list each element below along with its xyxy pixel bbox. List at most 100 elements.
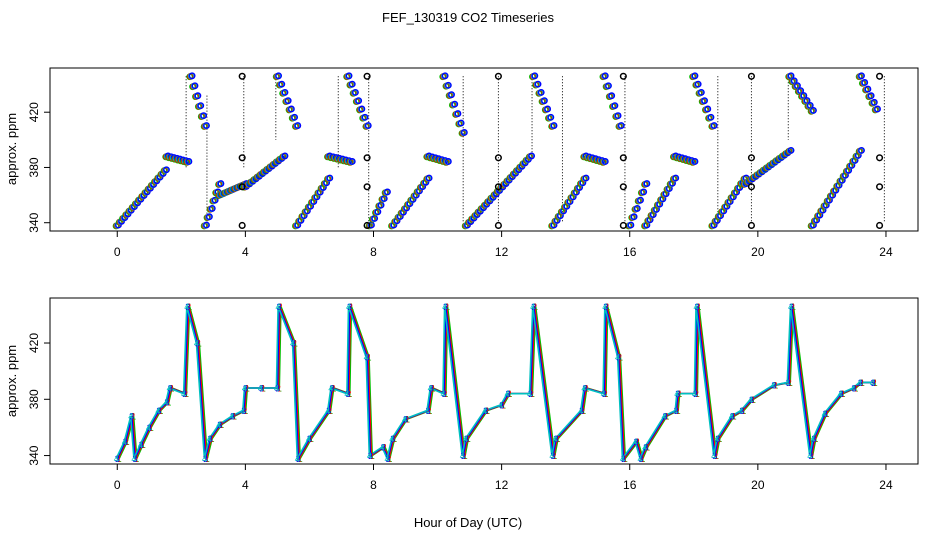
top-data-point bbox=[208, 205, 216, 212]
bottom-series-marker: 3 bbox=[347, 302, 352, 312]
bottom-series-marker: 1 bbox=[347, 389, 352, 399]
top-data-point bbox=[291, 113, 299, 121]
bottom-series-marker: 3 bbox=[554, 434, 559, 444]
bottom-series-marker: 3 bbox=[603, 302, 608, 312]
bottom-series-marker: 1 bbox=[367, 353, 372, 363]
bottom-series-marker: 4 bbox=[344, 389, 349, 399]
bottom-series-marker: 4 bbox=[527, 389, 532, 399]
bottom-series-marker: 4 bbox=[633, 437, 638, 447]
top-mark-layer bbox=[112, 72, 885, 230]
bottom-series-marker: 4 bbox=[242, 384, 247, 394]
bottom-series-marker: 2 bbox=[551, 451, 556, 461]
bottom-series-marker: 4 bbox=[424, 406, 429, 416]
bottom-series-marker: 2 bbox=[675, 406, 680, 416]
bottom-series-marker: 2 bbox=[772, 381, 777, 391]
bottom-series-marker: 3 bbox=[771, 381, 776, 391]
bottom-series-marker: 3 bbox=[441, 389, 446, 399]
bottom-series-marker: 3 bbox=[789, 302, 794, 312]
bottom-series-marker: 3 bbox=[808, 451, 813, 461]
bottom-series-marker: 3 bbox=[621, 454, 626, 464]
bottom-series-marker: 1 bbox=[636, 437, 641, 447]
bottom-series-marker: 3 bbox=[329, 384, 334, 394]
bottom-series-marker: 3 bbox=[296, 454, 301, 464]
bottom-series-marker: 2 bbox=[297, 454, 302, 464]
bottom-series-marker: 2 bbox=[529, 389, 534, 399]
bottom-series-marker: 3 bbox=[811, 434, 816, 444]
bottom-series-marker: 2 bbox=[713, 451, 718, 461]
bottom-series-marker: 1 bbox=[261, 384, 266, 394]
bottom-series-marker: 2 bbox=[209, 434, 214, 444]
bottom-series-marker: 2 bbox=[695, 302, 700, 312]
bottom-series-marker: 3 bbox=[858, 378, 863, 388]
top-data-point bbox=[691, 72, 699, 80]
top-data-point bbox=[627, 221, 635, 229]
bottom-series-marker: 2 bbox=[622, 454, 627, 464]
bottom-series-marker: 4 bbox=[673, 406, 678, 416]
bottom-series-marker: 2 bbox=[346, 389, 351, 399]
bottom-series-marker: 2 bbox=[824, 409, 829, 419]
bottom-series-marker: 2 bbox=[404, 414, 409, 424]
bottom-series-marker: 1 bbox=[243, 406, 248, 416]
bottom-series-marker: 1 bbox=[507, 389, 512, 399]
bottom-series-marker: 3 bbox=[506, 389, 511, 399]
bottom-series-marker: 1 bbox=[405, 414, 410, 424]
bottom-series-marker: 3 bbox=[730, 412, 735, 422]
bottom-series-marker: 1 bbox=[131, 412, 136, 422]
top-data-point bbox=[352, 88, 359, 96]
bottom-series-marker: 4 bbox=[460, 451, 465, 461]
bottom-series-marker: 2 bbox=[140, 440, 145, 450]
bottom-series-marker: 3 bbox=[115, 454, 120, 464]
bottom-series-marker: 4 bbox=[674, 389, 679, 399]
bottom-series-marker: 4 bbox=[738, 406, 743, 416]
bottom-series-marker: 2 bbox=[500, 400, 505, 410]
bottom-series-marker: 1 bbox=[445, 302, 450, 312]
bottom-series-marker: 4 bbox=[442, 302, 447, 312]
bottom-series-marker: 3 bbox=[277, 302, 282, 312]
top-data-point bbox=[203, 122, 210, 129]
bottom-series-marker: 1 bbox=[392, 434, 397, 444]
top-data-point bbox=[633, 205, 641, 212]
top-data-point bbox=[358, 105, 366, 113]
bottom-series-marker: 4 bbox=[276, 302, 281, 312]
bottom-series-marker: 2 bbox=[442, 389, 447, 399]
top-data-point bbox=[384, 188, 391, 196]
bottom-series-marker: 3 bbox=[326, 406, 331, 416]
bottom-series-marker: 4 bbox=[729, 412, 734, 422]
bottom-series-marker: 2 bbox=[694, 389, 699, 399]
bottom-series-marker: 3 bbox=[634, 437, 639, 447]
bottom-series-marker: 2 bbox=[231, 412, 236, 422]
bottom-series-marker: 1 bbox=[741, 406, 746, 416]
bottom-series-marker: 2 bbox=[183, 389, 188, 399]
top-reference-point bbox=[238, 72, 246, 80]
bottom-series-marker: 3 bbox=[616, 353, 621, 363]
top-reference-point bbox=[876, 183, 884, 191]
top-x-tick-label: 0 bbox=[114, 245, 121, 259]
top-data-point bbox=[534, 80, 542, 88]
bottom-series-marker: 3 bbox=[550, 451, 555, 461]
bottom-series-marker: 1 bbox=[125, 437, 130, 447]
bottom-series-marker: 1 bbox=[605, 302, 610, 312]
top-data-point bbox=[281, 152, 289, 160]
top-plot-frame bbox=[49, 67, 919, 232]
bottom-series-marker: 2 bbox=[124, 437, 129, 447]
top-data-point bbox=[211, 196, 219, 204]
bottom-series-marker: 2 bbox=[244, 384, 249, 394]
top-reference-point bbox=[876, 72, 884, 80]
bottom-series-marker: 2 bbox=[426, 406, 431, 416]
bottom-series-marker: 1 bbox=[717, 434, 722, 444]
bottom-series-marker: 1 bbox=[166, 398, 171, 408]
bottom-series-marker: 4 bbox=[295, 454, 300, 464]
bottom-series-marker: 4 bbox=[202, 454, 207, 464]
bottom-series-marker: 3 bbox=[129, 412, 134, 422]
bottom-series-marker: 3 bbox=[739, 406, 744, 416]
bottom-series-marker: 3 bbox=[185, 302, 190, 312]
bottom-series-marker: 3 bbox=[674, 406, 679, 416]
bottom-series-marker: 1 bbox=[645, 443, 650, 453]
top-reference-point bbox=[876, 154, 884, 162]
bottom-series-line-4 bbox=[115, 306, 873, 462]
top-data-point bbox=[601, 72, 609, 80]
top-x-tick-label: 4 bbox=[242, 245, 249, 259]
bottom-series-marker: 1 bbox=[443, 389, 448, 399]
bottom-series-marker: 1 bbox=[293, 339, 298, 349]
